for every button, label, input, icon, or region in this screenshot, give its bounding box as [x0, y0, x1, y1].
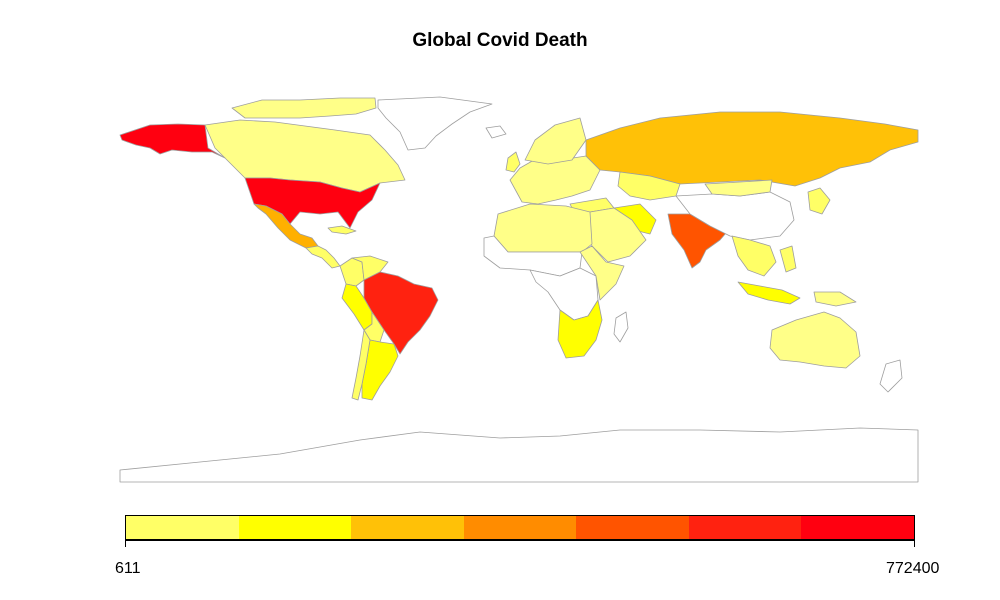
color-legend [125, 515, 915, 540]
region-central-africa [529, 267, 599, 321]
legend-swatch-3 [351, 516, 464, 539]
region-new-zealand [879, 359, 903, 393]
legend-axis [125, 540, 915, 541]
region-mongolia [704, 179, 773, 197]
legend-max-label: 772400 [886, 560, 940, 577]
region-philippines [779, 245, 797, 273]
region-united-kingdom [505, 151, 521, 173]
legend-swatch-7 [801, 516, 915, 539]
region-scandinavia [524, 117, 587, 165]
region-greenland [377, 96, 493, 151]
region-papua-new-guinea [813, 291, 857, 307]
region-japan [807, 187, 831, 215]
region-chile [351, 329, 371, 401]
legend-tick-min [125, 540, 126, 547]
chart-title: Global Covid Death [412, 30, 588, 51]
region-madagascar [613, 311, 629, 343]
region-colombia [339, 257, 365, 287]
legend-swatch-6 [688, 516, 802, 539]
legend-swatch-5 [576, 516, 689, 539]
region-south-africa [557, 299, 603, 359]
region-australia [769, 311, 861, 369]
legend-tick-max [914, 540, 915, 547]
region-cuba [327, 225, 357, 235]
legend-min-label: 611 [115, 560, 141, 577]
legend-swatch-1 [126, 516, 239, 539]
region-north-africa [493, 203, 593, 253]
region-indonesia [737, 281, 801, 305]
region-kazakhstan [617, 171, 681, 201]
region-central-america [305, 245, 341, 269]
region-east-africa [579, 245, 625, 301]
region-southeast-asia [731, 235, 777, 277]
region-canadian-arctic-islands [231, 97, 377, 119]
region-alaska [119, 123, 226, 159]
legend-swatch-2 [238, 516, 352, 539]
legend-swatch-4 [463, 516, 577, 539]
region-iceland [485, 125, 507, 139]
region-antarctica [119, 427, 919, 483]
